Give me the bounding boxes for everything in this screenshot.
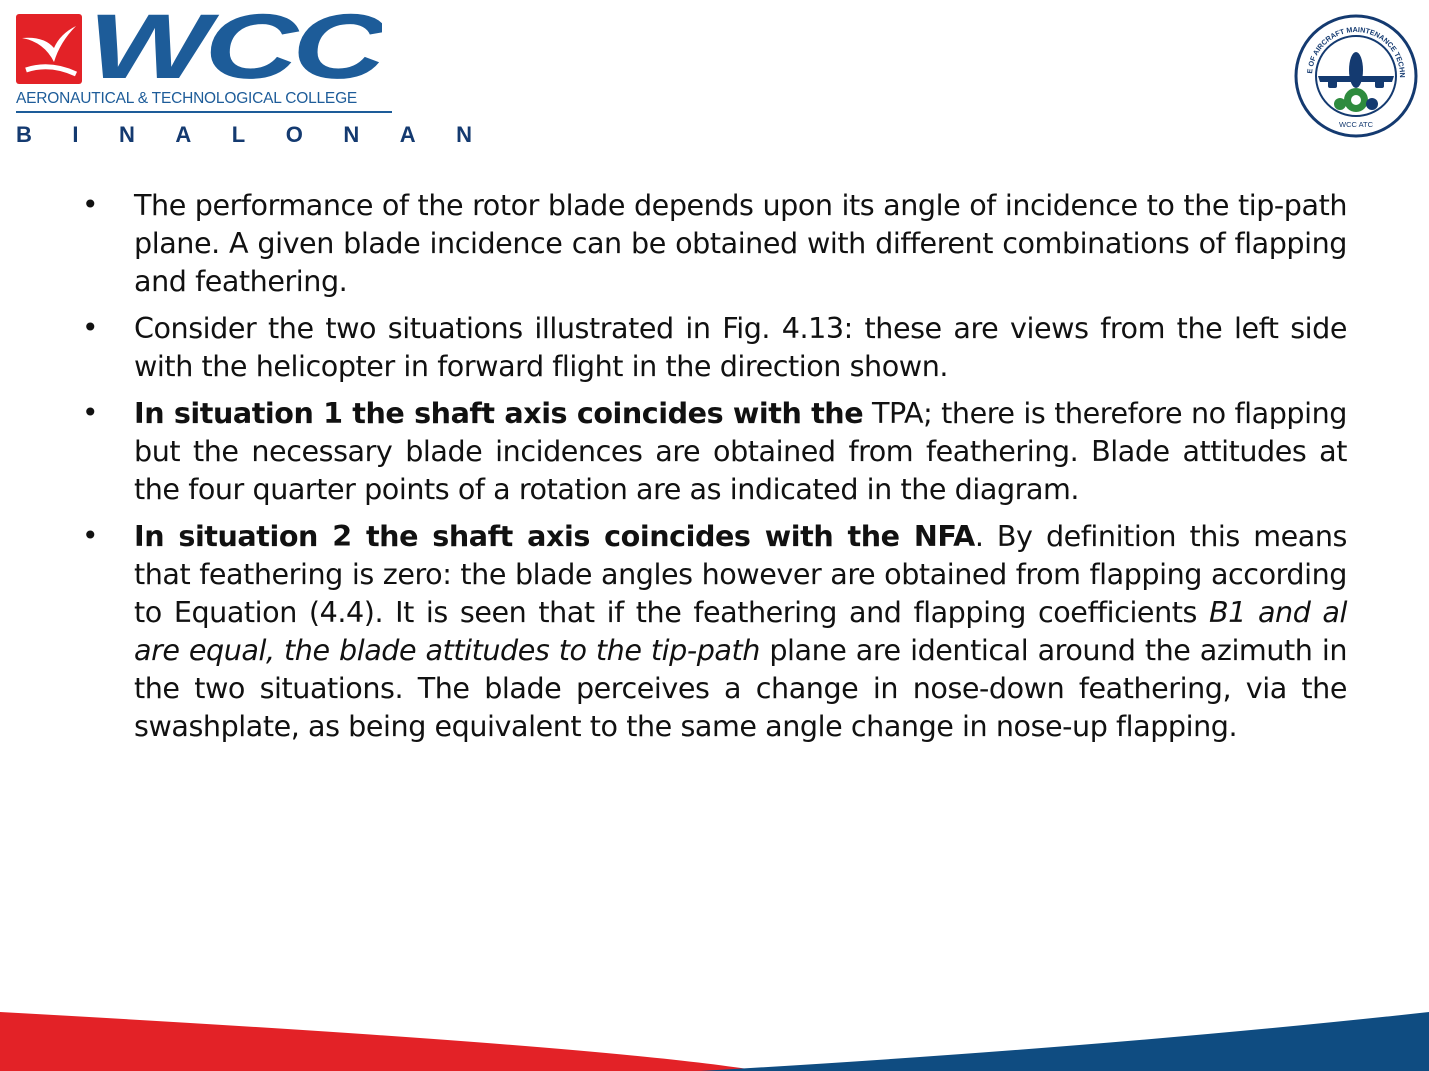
wcc-logo: WCC AERONAUTICAL & TECHNOLOGICAL COLLEGE… [14,8,472,147]
bullet-text-segment: plane are identical around the azimuth i… [134,633,1348,743]
bullet-item: Consider the two situations illustrated … [80,309,1347,385]
seal-bottom-text: WCC ATC [1339,120,1374,129]
bullet-item: In situation 2 the shaft axis coincides … [80,517,1347,745]
bullet-text-segment: TPA; there is therefore no flapping but … [134,396,1347,506]
bullet-item: The performance of the rotor blade depen… [80,186,1347,300]
logo-wordmark: WCC [88,8,382,88]
footer-blue-band [700,1012,1429,1071]
bullet-text-segment: In situation 2 the shaft axis coincides … [134,519,975,553]
airplane-icon [1318,52,1394,88]
gear-icon [1334,88,1378,112]
footer-swoosh [0,1012,1429,1071]
logo-city: BINALONAN [16,122,513,147]
wcc-logo-mark: WCC [16,8,382,88]
logo-bird-icon [22,26,76,62]
bullet-text-segment: . By definition this means that featheri… [134,519,1347,629]
bullet-item: In situation 1 the shaft axis coincides … [80,394,1347,508]
bullet-text-segment: The performance of the rotor blade depen… [134,188,1347,298]
slide-body: The performance of the rotor blade depen… [80,186,1347,754]
college-seal: COLLEGE OF AIRCRAFT MAINTENANCE TECHNOLO… [1294,14,1418,138]
bullet-text-segment: In situation 1 the shaft axis coincides … [134,396,864,430]
bullet-list: The performance of the rotor blade depen… [80,186,1347,745]
bullet-text-segment: B1 and al are equal, the blade attitudes… [134,595,1347,667]
logo-subtitle: AERONAUTICAL & TECHNOLOGICAL COLLEGE [16,90,392,113]
bullet-text-segment: Consider the two situations illustrated … [134,311,1347,383]
footer-red-band [0,1012,760,1071]
